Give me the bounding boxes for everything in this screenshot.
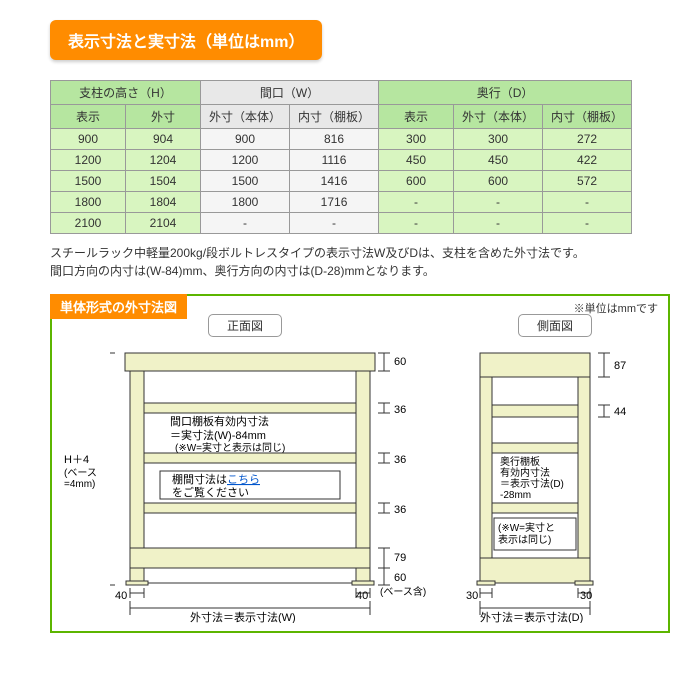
svg-text:外寸法＝表示寸法(D): 外寸法＝表示寸法(D) bbox=[480, 610, 583, 623]
svg-text:36: 36 bbox=[394, 404, 406, 416]
table-cell: 1204 bbox=[126, 150, 201, 171]
table-cell: 2104 bbox=[126, 213, 201, 234]
svg-text:間口棚板有効内寸法: 間口棚板有効内寸法 bbox=[170, 414, 269, 428]
front-svg: 60 36 36 36 79 60 (ベース含) H＋4 (ベース =4mm) … bbox=[60, 343, 430, 623]
section-header: 表示寸法と実寸法（単位はmm） bbox=[50, 20, 322, 60]
col-in-d: 内寸（棚板） bbox=[543, 105, 632, 129]
svg-text:=4mm): =4mm) bbox=[64, 479, 95, 490]
table-cell: 900 bbox=[201, 129, 290, 150]
front-label: 正面図 bbox=[208, 314, 282, 337]
table-cell: 1504 bbox=[126, 171, 201, 192]
col-out-d: 外寸（本体） bbox=[454, 105, 543, 129]
svg-text:40: 40 bbox=[356, 590, 368, 602]
svg-text:＝表示寸法(D): ＝表示寸法(D) bbox=[500, 477, 564, 490]
svg-text:奥行棚板: 奥行棚板 bbox=[500, 455, 540, 468]
group-d: 奥行（D） bbox=[379, 81, 632, 105]
svg-text:外寸法＝表示寸法(W): 外寸法＝表示寸法(W) bbox=[190, 610, 296, 623]
table-cell: - bbox=[543, 213, 632, 234]
svg-text:(ベース: (ベース bbox=[64, 467, 97, 479]
svg-text:40: 40 bbox=[115, 590, 127, 602]
diagram-box: 単体形式の外寸法図 ※単位はmmです 正面図 bbox=[50, 294, 670, 633]
table-cell: 1200 bbox=[201, 150, 290, 171]
svg-text:36: 36 bbox=[394, 504, 406, 516]
side-label: 側面図 bbox=[518, 314, 592, 337]
svg-text:79: 79 bbox=[394, 552, 406, 564]
group-w: 間口（W） bbox=[201, 81, 379, 105]
table-cell: 450 bbox=[379, 150, 454, 171]
col-in-w: 内寸（棚板） bbox=[290, 105, 379, 129]
group-h: 支柱の高さ（H） bbox=[51, 81, 201, 105]
table-cell: - bbox=[290, 213, 379, 234]
svg-text:(※W=実寸と: (※W=実寸と bbox=[498, 521, 555, 534]
table-cell: - bbox=[379, 213, 454, 234]
table-cell: - bbox=[543, 192, 632, 213]
svg-text:表示は同じ): 表示は同じ) bbox=[498, 533, 551, 546]
table-cell: - bbox=[454, 192, 543, 213]
table-cell: - bbox=[201, 213, 290, 234]
svg-text:有効内寸法: 有効内寸法 bbox=[500, 466, 550, 479]
table-cell: 2100 bbox=[51, 213, 126, 234]
table-cell: 1800 bbox=[201, 192, 290, 213]
svg-text:60: 60 bbox=[394, 572, 406, 584]
side-svg: 87 44 奥行棚板 有効内寸法 ＝表示寸法(D) -28mm (※W=実寸と … bbox=[450, 343, 660, 623]
table-cell: 600 bbox=[454, 171, 543, 192]
svg-text:H＋4: H＋4 bbox=[64, 454, 89, 466]
svg-text:-28mm: -28mm bbox=[500, 490, 531, 501]
col-disp-d: 表示 bbox=[379, 105, 454, 129]
table-cell: 572 bbox=[543, 171, 632, 192]
table-cell: - bbox=[379, 192, 454, 213]
svg-text:(※W=実寸と表示は同じ): (※W=実寸と表示は同じ) bbox=[175, 441, 285, 454]
col-out-w: 外寸（本体） bbox=[201, 105, 290, 129]
svg-text:(ベース含): (ベース含) bbox=[380, 585, 426, 598]
table-cell: 300 bbox=[379, 129, 454, 150]
table-cell: 300 bbox=[454, 129, 543, 150]
table-cell: 1800 bbox=[51, 192, 126, 213]
table-cell: 1116 bbox=[290, 150, 379, 171]
table-cell: 904 bbox=[126, 129, 201, 150]
table-cell: 816 bbox=[290, 129, 379, 150]
side-view: 側面図 87 44 奥行棚板 bbox=[450, 314, 660, 623]
table-cell: 450 bbox=[454, 150, 543, 171]
svg-text:＝実寸法(W)-84mm: ＝実寸法(W)-84mm bbox=[170, 428, 266, 442]
front-view: 正面図 bbox=[60, 314, 430, 623]
svg-text:棚間寸法はこちら: 棚間寸法はこちら bbox=[172, 472, 260, 486]
table-cell: 422 bbox=[543, 150, 632, 171]
table-cell: 600 bbox=[379, 171, 454, 192]
table-cell: 900 bbox=[51, 129, 126, 150]
col-out-h: 外寸 bbox=[126, 105, 201, 129]
table-cell: - bbox=[454, 213, 543, 234]
svg-text:44: 44 bbox=[614, 406, 626, 418]
svg-text:60: 60 bbox=[394, 356, 406, 368]
table-cell: 1500 bbox=[51, 171, 126, 192]
svg-text:36: 36 bbox=[394, 454, 406, 466]
dimension-table: 支柱の高さ（H） 間口（W） 奥行（D） 表示 外寸 外寸（本体） 内寸（棚板）… bbox=[50, 80, 632, 234]
table-cell: 272 bbox=[543, 129, 632, 150]
svg-text:87: 87 bbox=[614, 360, 626, 372]
svg-text:30: 30 bbox=[466, 590, 478, 602]
table-cell: 1804 bbox=[126, 192, 201, 213]
table-cell: 1716 bbox=[290, 192, 379, 213]
note-text: スチールラック中軽量200kg/段ボルトレスタイプの表示寸法W及びDは、支柱を含… bbox=[50, 244, 650, 280]
col-disp-h: 表示 bbox=[51, 105, 126, 129]
table-cell: 1500 bbox=[201, 171, 290, 192]
table-cell: 1200 bbox=[51, 150, 126, 171]
svg-text:をご覧ください: をご覧ください bbox=[172, 485, 249, 499]
table-cell: 1416 bbox=[290, 171, 379, 192]
svg-text:30: 30 bbox=[580, 590, 592, 602]
